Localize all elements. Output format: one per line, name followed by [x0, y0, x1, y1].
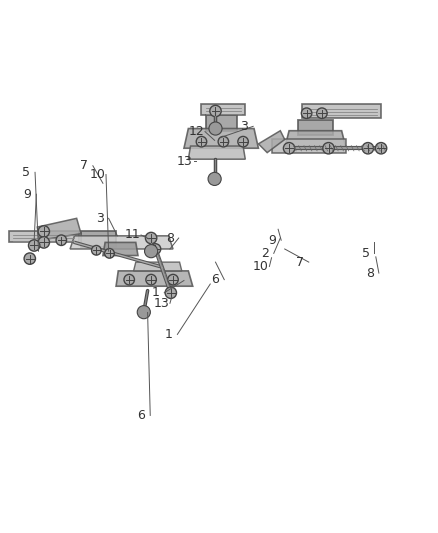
Polygon shape [201, 104, 245, 115]
Circle shape [362, 142, 374, 154]
Circle shape [145, 232, 157, 244]
Circle shape [301, 108, 312, 118]
Text: 6: 6 [212, 273, 219, 286]
Polygon shape [206, 115, 237, 131]
Polygon shape [258, 131, 285, 152]
Circle shape [218, 136, 229, 147]
Text: 5: 5 [362, 247, 370, 260]
Circle shape [24, 253, 35, 264]
Circle shape [28, 240, 40, 251]
Text: 6: 6 [138, 409, 145, 422]
Text: 10: 10 [89, 168, 105, 181]
Circle shape [92, 246, 101, 255]
Text: 1: 1 [152, 286, 159, 300]
Circle shape [38, 226, 49, 237]
Text: 3: 3 [240, 120, 248, 133]
Circle shape [196, 136, 207, 147]
Circle shape [105, 248, 114, 258]
Polygon shape [298, 120, 333, 135]
Polygon shape [81, 231, 116, 247]
Circle shape [145, 245, 158, 258]
Text: 7: 7 [80, 159, 88, 172]
Circle shape [283, 142, 295, 154]
Circle shape [124, 274, 134, 285]
Polygon shape [134, 262, 182, 271]
Text: 9: 9 [24, 188, 32, 201]
Text: 13: 13 [177, 155, 193, 168]
Circle shape [137, 305, 150, 319]
Text: 13: 13 [153, 297, 169, 310]
Circle shape [238, 136, 248, 147]
Circle shape [146, 274, 156, 285]
Circle shape [317, 108, 327, 118]
Text: 9: 9 [268, 233, 276, 247]
Circle shape [208, 172, 221, 185]
Text: 5: 5 [22, 166, 30, 179]
Polygon shape [184, 128, 258, 148]
Polygon shape [302, 104, 381, 118]
Text: 8: 8 [366, 266, 374, 280]
Text: 1: 1 [165, 328, 173, 341]
Circle shape [210, 106, 221, 117]
Circle shape [165, 287, 177, 298]
Polygon shape [188, 146, 245, 159]
Text: 7: 7 [296, 256, 304, 269]
Polygon shape [285, 131, 346, 148]
Polygon shape [103, 243, 138, 255]
Text: 8: 8 [166, 231, 174, 245]
Text: 10: 10 [253, 260, 268, 273]
Polygon shape [116, 271, 193, 286]
Circle shape [323, 142, 334, 154]
Circle shape [38, 237, 49, 248]
Circle shape [209, 122, 222, 135]
Text: 11: 11 [124, 229, 140, 241]
Circle shape [168, 274, 178, 285]
Circle shape [375, 142, 387, 154]
Text: 12: 12 [188, 125, 204, 138]
Polygon shape [9, 231, 79, 243]
Text: 3: 3 [96, 212, 104, 225]
Polygon shape [272, 140, 346, 152]
Text: 2: 2 [261, 247, 269, 260]
Circle shape [150, 244, 161, 254]
Circle shape [56, 235, 67, 246]
Polygon shape [37, 219, 81, 240]
Polygon shape [70, 236, 173, 249]
